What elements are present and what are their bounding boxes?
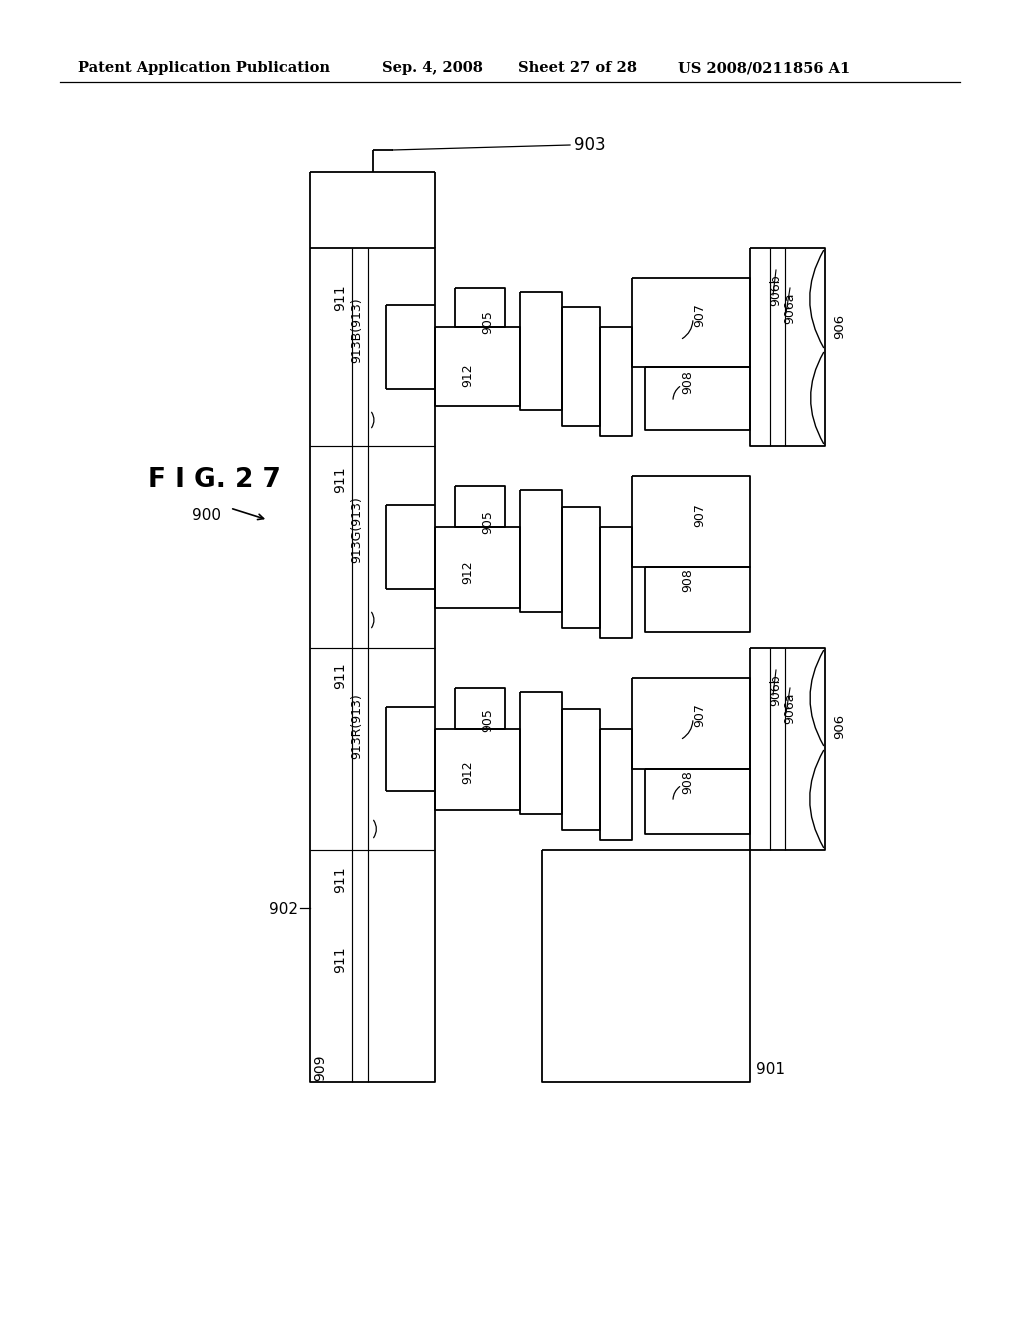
Text: 906: 906 bbox=[834, 713, 847, 739]
Text: 906: 906 bbox=[834, 313, 847, 338]
Text: 913B(913): 913B(913) bbox=[350, 297, 364, 363]
Text: 905: 905 bbox=[481, 310, 495, 334]
Text: 911: 911 bbox=[333, 867, 347, 894]
Text: 906a: 906a bbox=[783, 692, 797, 723]
Text: Sheet 27 of 28: Sheet 27 of 28 bbox=[518, 61, 637, 75]
Text: 911: 911 bbox=[333, 946, 347, 973]
Text: 907: 907 bbox=[693, 304, 707, 327]
Text: 905: 905 bbox=[481, 708, 495, 731]
Text: F I G. 2 7: F I G. 2 7 bbox=[148, 467, 281, 492]
Text: 913G(913): 913G(913) bbox=[350, 496, 364, 564]
Text: 901: 901 bbox=[756, 1063, 785, 1077]
Text: US 2008/0211856 A1: US 2008/0211856 A1 bbox=[678, 61, 850, 75]
Text: 908: 908 bbox=[682, 770, 694, 793]
Text: 907: 907 bbox=[693, 704, 707, 727]
Text: 911: 911 bbox=[333, 467, 347, 494]
Text: 911: 911 bbox=[333, 285, 347, 312]
Text: 903: 903 bbox=[574, 136, 606, 154]
Text: 906b: 906b bbox=[769, 275, 782, 306]
Text: Patent Application Publication: Patent Application Publication bbox=[78, 61, 330, 75]
Text: 912: 912 bbox=[462, 560, 474, 583]
Text: 909: 909 bbox=[313, 1055, 327, 1081]
Text: 902: 902 bbox=[269, 903, 298, 917]
Text: 908: 908 bbox=[682, 370, 694, 393]
Text: 905: 905 bbox=[481, 510, 495, 533]
Text: Sep. 4, 2008: Sep. 4, 2008 bbox=[382, 61, 483, 75]
Text: 906b: 906b bbox=[769, 675, 782, 706]
Text: 906a: 906a bbox=[783, 292, 797, 323]
Text: 900: 900 bbox=[193, 508, 221, 524]
Text: 913R(913): 913R(913) bbox=[350, 693, 364, 759]
Text: 911: 911 bbox=[333, 663, 347, 689]
Text: 908: 908 bbox=[682, 568, 694, 591]
Text: 912: 912 bbox=[462, 363, 474, 387]
Text: 907: 907 bbox=[693, 503, 707, 527]
Text: 912: 912 bbox=[462, 760, 474, 784]
